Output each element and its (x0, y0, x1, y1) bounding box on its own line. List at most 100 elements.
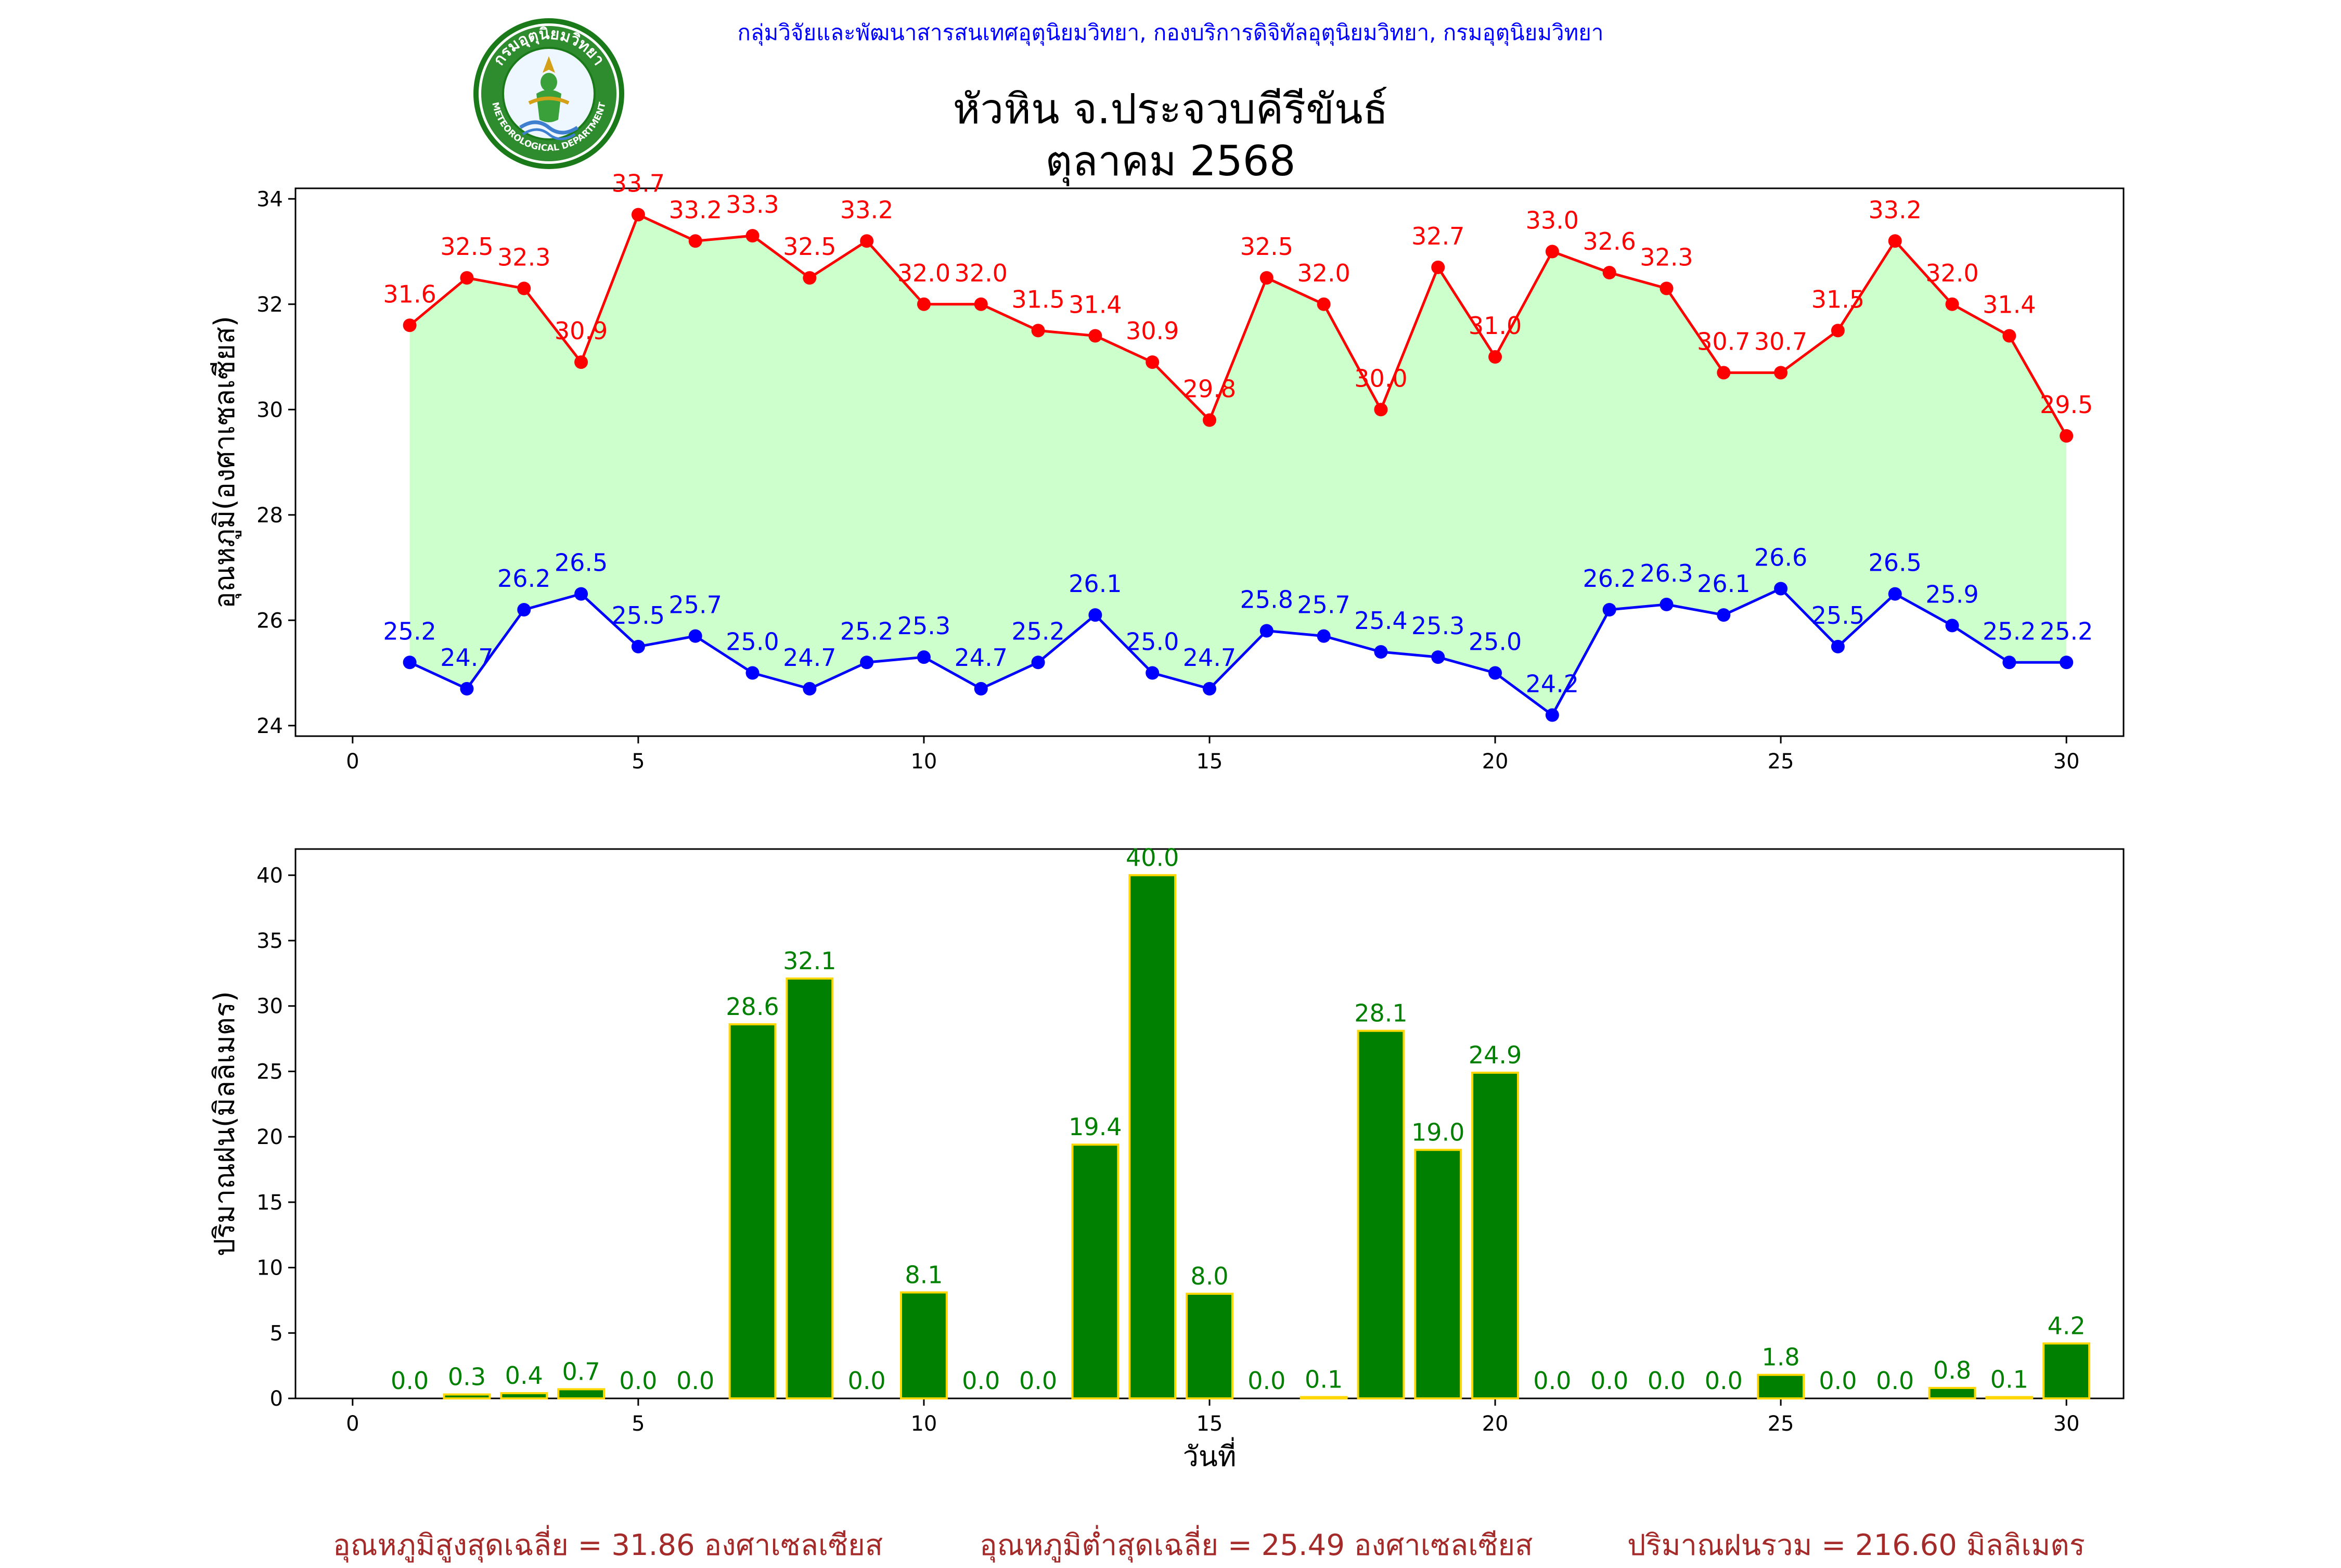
max-temperature-point (803, 271, 817, 285)
max-temperature-label: 30.9 (555, 317, 608, 345)
rain-ytick-label: 40 (256, 864, 283, 888)
rainfall-bar (1071, 1143, 1120, 1399)
rain-ytick-label: 20 (256, 1125, 283, 1149)
max-temperature-point (917, 297, 931, 311)
min-temperature-point (1545, 708, 1559, 722)
rainfall-value-label: 0.1 (1990, 1365, 2028, 1393)
avg-min-text: อุณหภูมิต่ำสุดเฉลี่ย = 25.49 องศาเซลเซีย… (980, 1528, 1533, 1562)
temp-xtick-label: 5 (632, 750, 645, 774)
min-temperature-point (1831, 639, 1845, 653)
max-temperature-label: 31.6 (383, 280, 436, 308)
rainfall-value-label: 0.0 (1648, 1367, 1686, 1395)
temp-ytick-label: 28 (256, 504, 283, 528)
max-temperature-point (1774, 366, 1788, 380)
min-temperature-point (1945, 619, 1959, 633)
min-temperature-label: 24.7 (1183, 644, 1236, 672)
min-temperature-point (1602, 603, 1616, 616)
temp-ytick-label: 30 (256, 398, 283, 422)
max-temperature-point (574, 355, 588, 369)
min-temperature-line (409, 587, 2067, 717)
rain-ytick-label: 15 (256, 1191, 283, 1215)
rainfall-bar (900, 1291, 948, 1399)
min-temperature-label: 25.4 (1354, 607, 1407, 635)
rain-ytick-label: 25 (256, 1060, 283, 1084)
rainfall-value-label: 32.1 (783, 947, 836, 975)
max-temperature-label: 32.3 (1640, 243, 1693, 271)
min-temperature-label: 24.7 (783, 644, 836, 672)
max-temperature-label: 31.5 (1011, 285, 1064, 313)
min-temperature-point (403, 656, 417, 670)
min-temperature-label: 25.2 (2040, 617, 2093, 645)
min-temperature-label: 25.7 (668, 591, 722, 619)
max-temperature-point (1717, 366, 1731, 380)
temp-ylabel: อุณหภูมิ(องศาเซลเซียส) (208, 316, 242, 609)
rainfall-value-label: 0.3 (448, 1363, 486, 1391)
max-temperature-label: 32.0 (955, 259, 1008, 287)
temp-xtick-label: 25 (1768, 750, 1794, 774)
chart-title: หัวหิน จ.ประจวบคีรีขันธ์ ตุลาคม 2568 (0, 83, 2341, 187)
max-temperature-point (2060, 429, 2074, 443)
max-temperature-label: 31.0 (1469, 312, 1522, 340)
max-temperature-label: 32.6 (1583, 227, 1636, 255)
min-temperature-point (1374, 645, 1388, 659)
max-temperature-label: 32.5 (440, 233, 493, 261)
rainfall-bar (1985, 1396, 2034, 1399)
source-credit: กลุ่มวิจัยและพัฒนาสารสนเทศอุตุนิยมวิทยา,… (737, 20, 1604, 45)
max-temperature-label: 32.0 (897, 259, 950, 287)
rainfall-value-label: 0.0 (1247, 1367, 1285, 1395)
rainfall-value-label: 40.0 (1126, 843, 1179, 871)
rainfall-value-label: 0.8 (1933, 1356, 1971, 1384)
min-temperature-point (1203, 682, 1216, 696)
max-temperature-label: 33.2 (668, 196, 722, 224)
min-temperature-label: 26.3 (1640, 559, 1693, 587)
rainfall-value-label: 0.0 (1819, 1367, 1857, 1395)
max-temperature-point (403, 318, 417, 332)
min-temperature-label: 25.9 (1925, 580, 1978, 608)
max-temperature-point (1088, 329, 1102, 343)
max-temperature-line (409, 213, 2068, 437)
min-temperature-label: 25.2 (1011, 617, 1064, 645)
min-temperature-label: 25.0 (1469, 628, 1522, 656)
min-temperature-label: 25.2 (840, 617, 893, 645)
min-temperature-point (1660, 597, 1674, 611)
min-temperature-label: 25.8 (1240, 586, 1293, 614)
max-temperature-point (745, 229, 760, 243)
max-temperature-point (688, 234, 702, 248)
max-temperature-label: 32.7 (1411, 222, 1464, 250)
rainfall-panel: 0 5 10 15 20 25 30 0 5 10 15 20 25 30 35 40 ปริมาณฝน(มิล… (208, 843, 2125, 1473)
min-temperature-label: 25.3 (897, 612, 950, 640)
max-temperature-point (860, 234, 874, 248)
min-temperature-point (745, 666, 760, 680)
max-temperature-label: 33.2 (1869, 196, 1922, 224)
rainfall-value-label: 0.7 (562, 1357, 600, 1385)
rainfall-bar (2042, 1342, 2091, 1399)
rainfall-value-label: 0.0 (848, 1367, 886, 1395)
rainfall-bar (557, 1388, 605, 1399)
temp-ytick-label: 24 (256, 714, 283, 738)
rain-xtick-label: 25 (1768, 1412, 1794, 1436)
temp-xtick-label: 20 (1482, 750, 1509, 774)
min-temperature-point (1146, 666, 1160, 680)
max-temperature-point (460, 271, 474, 285)
min-temperature-label: 24.7 (955, 644, 1008, 672)
min-temperature-point (1488, 666, 1502, 680)
rainfall-value-label: 0.0 (1876, 1367, 1914, 1395)
min-temperature-label: 25.7 (1297, 591, 1350, 619)
max-temperature-label: 29.5 (2040, 391, 2093, 419)
temp-xtick-label: 30 (2053, 750, 2080, 774)
max-temperature-label: 30.0 (1354, 364, 1407, 392)
rainfall-value-label: 8.0 (1190, 1262, 1228, 1290)
rain-ylabel: ปริมาณฝน(มิลลิเมตร) (208, 991, 241, 1256)
max-temperature-point (1146, 355, 1160, 369)
max-temperature-label: 30.7 (1754, 327, 1807, 355)
temp-xtick-label: 15 (1197, 750, 1223, 774)
min-temperature-point (860, 656, 874, 670)
min-temperature-label: 25.5 (1811, 601, 1864, 629)
min-temperature-point (2060, 656, 2074, 670)
rainfall-value-label: 0.0 (391, 1367, 429, 1395)
min-temperature-point (803, 682, 817, 696)
rainfall-value-label: 28.6 (726, 993, 779, 1021)
max-temperature-label: 33.0 (1526, 207, 1579, 235)
rainfall-value-label: 0.0 (676, 1367, 714, 1395)
min-temperature-label: 26.6 (1754, 544, 1807, 572)
